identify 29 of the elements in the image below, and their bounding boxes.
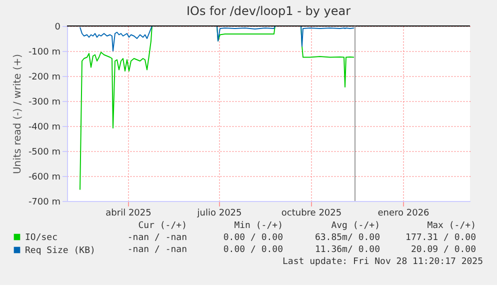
text: -nan / -nan xyxy=(127,245,187,255)
legend-label: IO/sec xyxy=(25,233,58,243)
y-axis-title: Units read (-) / write (+) xyxy=(12,54,24,174)
text: 63.85m/ 0.00 xyxy=(314,233,380,243)
text: 11.36m/ 0.00 xyxy=(314,245,380,255)
x-tick-label: octubre 2025 xyxy=(281,208,342,218)
text: 177.31 / 0.00 xyxy=(406,233,476,243)
x-tick-label: abril 2025 xyxy=(106,208,152,218)
text: Cur (-/+) xyxy=(138,221,187,231)
y-tick-label: -200 m xyxy=(28,72,60,82)
text: Avg (-/+) xyxy=(331,221,380,231)
text: Min (-/+) xyxy=(234,221,283,231)
y-tick-label: -400 m xyxy=(28,122,60,132)
text: 0.00 / 0.00 xyxy=(223,233,283,243)
text: Last update: Fri Nov 28 11:20:17 2025 xyxy=(282,257,483,267)
text: -nan / -nan xyxy=(127,233,187,243)
text: 0.00 / 0.00 xyxy=(223,245,283,255)
text: 20.09 / 0.00 xyxy=(410,245,476,255)
y-tick-label: -100 m xyxy=(28,48,60,58)
chart-title: IOs for /dev/loop1 - by year xyxy=(186,4,351,18)
y-tick-label: -600 m xyxy=(28,172,60,182)
y-tick-label: -700 m xyxy=(28,198,60,208)
y-tick-label: -500 m xyxy=(28,148,60,158)
y-tick-label: -300 m xyxy=(28,98,60,108)
x-tick-label: enero 2026 xyxy=(378,208,430,218)
text: Max (-/+) xyxy=(427,221,476,231)
y-tick-label: 0 xyxy=(54,22,61,32)
legend-label: Req Size (KB) xyxy=(25,246,96,256)
x-tick-label: julio 2025 xyxy=(196,208,242,218)
